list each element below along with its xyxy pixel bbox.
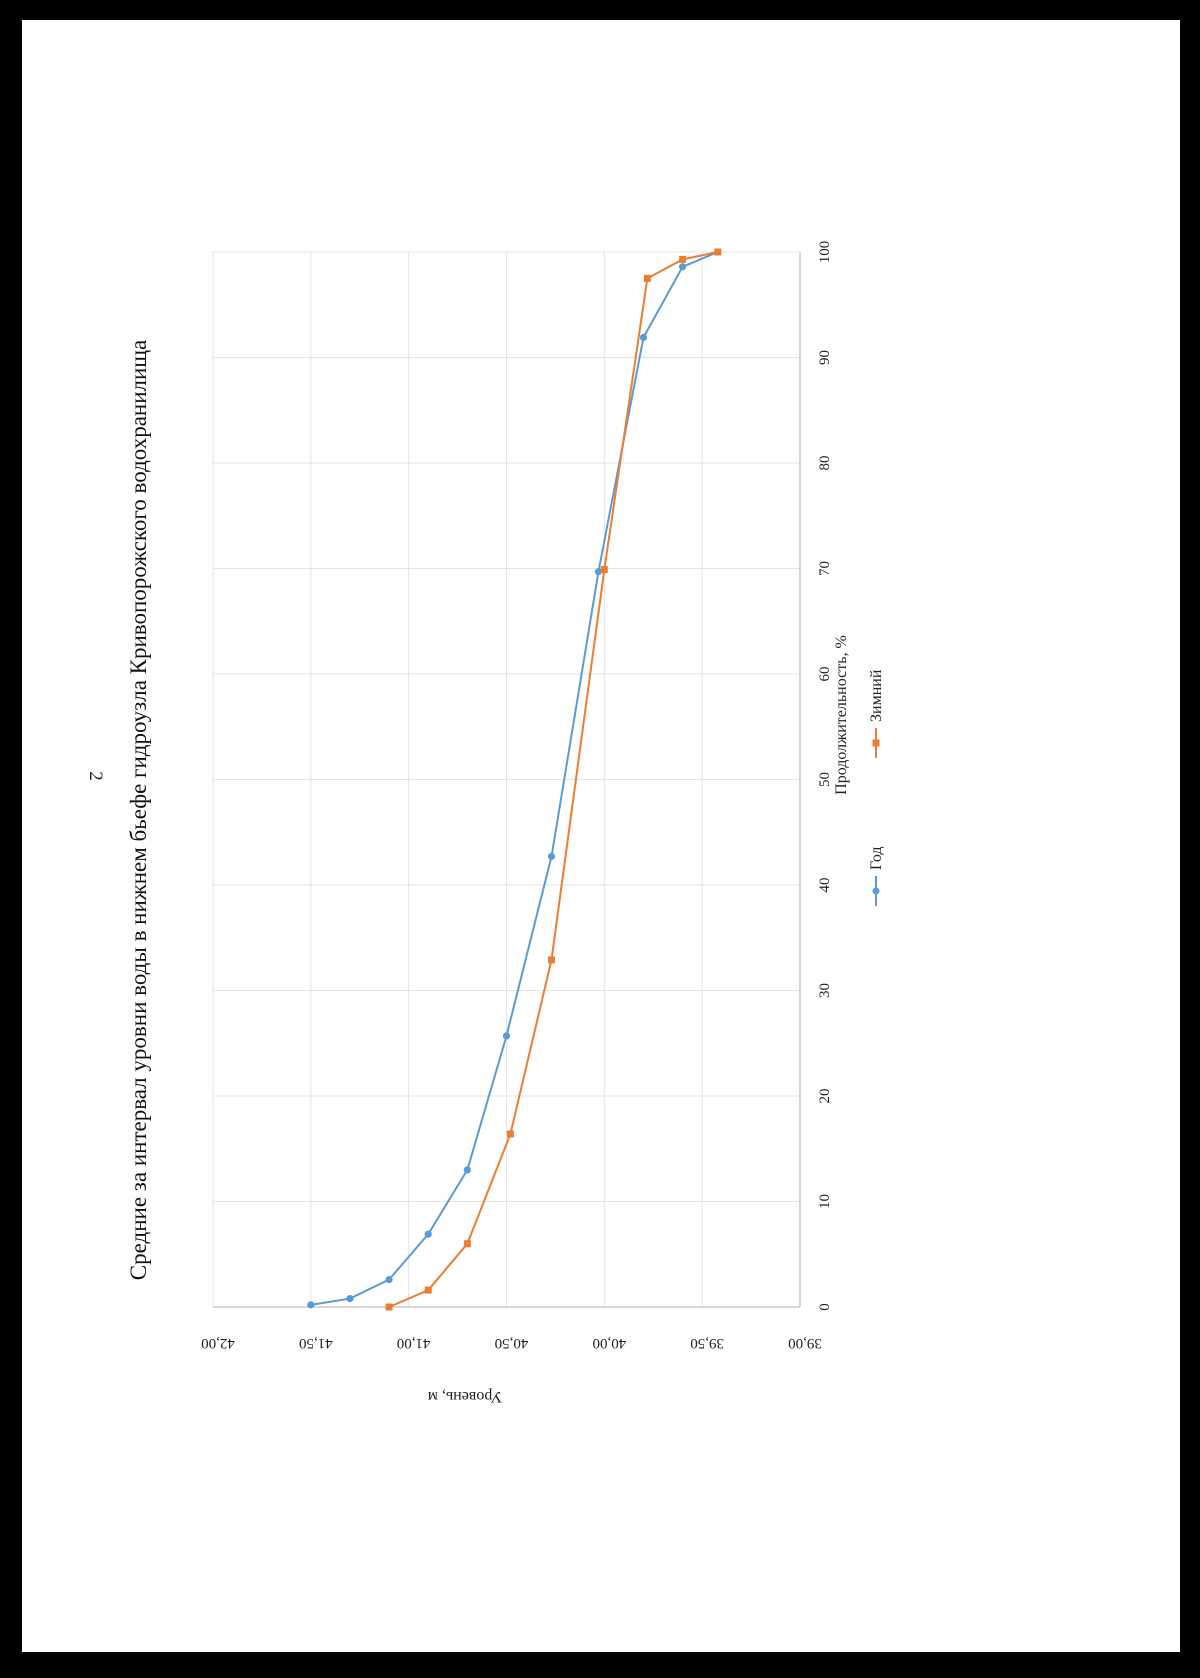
data-point-god (307, 1301, 315, 1309)
data-point-god (547, 852, 556, 861)
legend: Год Зимний (868, 669, 885, 906)
data-point-zimniy (463, 1240, 471, 1248)
data-point-zimniy (506, 1130, 514, 1138)
y-tick-label: 40,00 (592, 1335, 626, 1351)
data-point-god (385, 1275, 393, 1284)
y-tick-label: 39,50 (690, 1335, 724, 1351)
data-point-zimniy (424, 1286, 432, 1294)
x-tick-label: 0 (817, 1303, 833, 1311)
data-point-god (594, 568, 603, 576)
x-tick-label: 50 (817, 772, 833, 787)
data-point-god (502, 1032, 511, 1040)
data-point-god (424, 1230, 432, 1238)
axes: 39,00 39,50 40,00 40,50 41,00 41,50 42,00 0 10 20… (201, 241, 833, 1351)
x-axis-title: Продолжительность, % (833, 635, 850, 795)
grid-lines (212, 251, 800, 1307)
data-point-zimniy (679, 255, 687, 263)
page-number: 2 (85, 771, 106, 781)
y-tick-label: 40,50 (495, 1335, 529, 1351)
legend-label-zimniy: Зимний (868, 669, 885, 722)
x-tick-label: 40 (817, 878, 833, 893)
x-tick-label: 10 (817, 1194, 833, 1209)
data-point-god (639, 333, 648, 342)
y-tick-label: 41,50 (299, 1335, 333, 1351)
legend-item-god: Год (868, 846, 885, 906)
data-point-god (463, 1166, 471, 1174)
data-point-god (346, 1294, 354, 1303)
data-point-zimniy (643, 274, 651, 282)
data-point-god (679, 263, 687, 271)
data-point-zimniy (548, 956, 556, 964)
data-point-zimniy (714, 248, 722, 256)
x-tick-label: 80 (817, 456, 833, 471)
x-tick-label: 70 (817, 561, 833, 576)
legend-item-zimniy: Зимний (868, 669, 885, 758)
x-tick-label: 90 (817, 350, 833, 365)
y-tick-label: 41,00 (397, 1335, 431, 1351)
data-point-zimniy (600, 566, 608, 574)
y-tick-label: 42,00 (201, 1335, 235, 1351)
series-layer (307, 248, 722, 1311)
legend-label-god: Год (868, 846, 885, 870)
x-tick-label: 30 (817, 983, 833, 998)
x-tick-label: 60 (817, 667, 833, 682)
series-line-god (310, 251, 719, 1306)
y-axis-title: Уровень, м (428, 1388, 502, 1405)
data-point-zimniy (385, 1303, 393, 1311)
x-tick-label: 20 (817, 1089, 833, 1104)
y-tick-label: 39,00 (788, 1335, 822, 1351)
chart-title: Средние за интервал уровни воды в нижнем… (126, 340, 151, 1280)
scanned-page (22, 20, 1180, 1652)
x-tick-label: 100 (817, 241, 833, 264)
